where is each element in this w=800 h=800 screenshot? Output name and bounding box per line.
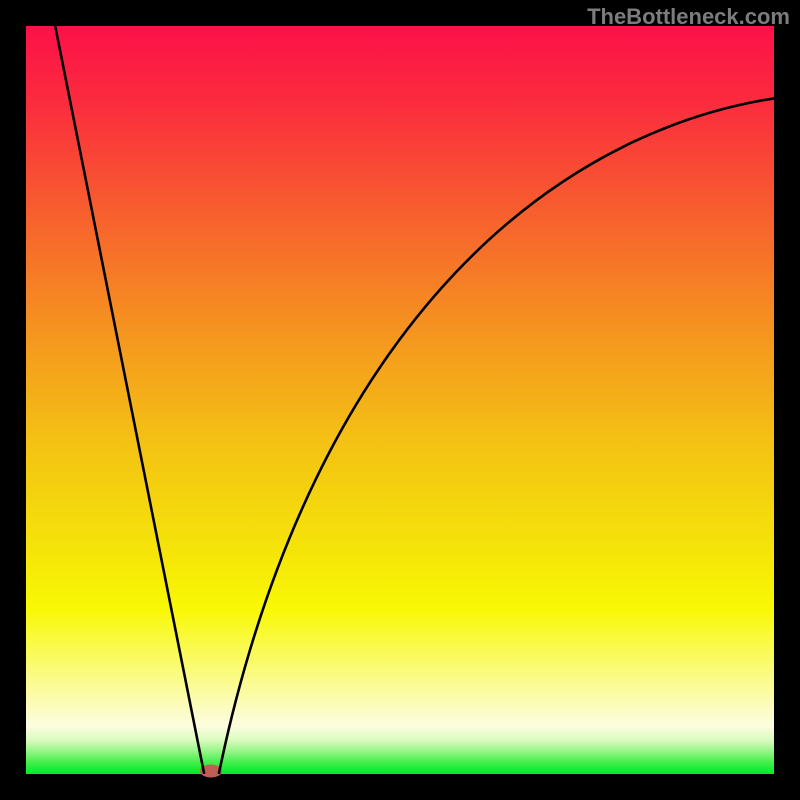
bottleneck-chart: [0, 0, 800, 800]
watermark-text: TheBottleneck.com: [587, 4, 790, 30]
chart-container: TheBottleneck.com: [0, 0, 800, 800]
gradient-plot-area: [26, 26, 774, 774]
